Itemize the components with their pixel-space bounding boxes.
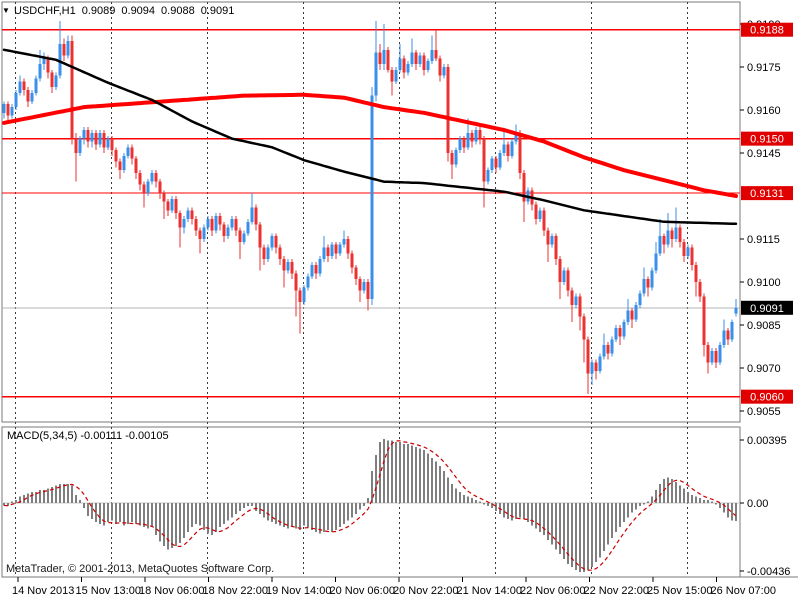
price-tick-label: 0.9055 (747, 406, 781, 418)
level-price-badge-label: 0.9060 (750, 392, 784, 404)
level-price-badge (741, 186, 793, 201)
price-tick-label: 0.9145 (747, 148, 781, 160)
price-tick-label: 0.9115 (747, 234, 780, 246)
indicator-signal-value: -0.00105 (125, 430, 169, 442)
indicator-value: -0.00111 (80, 430, 123, 442)
time-tick-label: 22 Nov 22:00 (584, 585, 649, 597)
macd-signal-line (3, 440, 737, 571)
time-tick-label: 18 Nov 06:00 (139, 585, 204, 597)
macd-tick-label: 0.00 (747, 498, 768, 510)
price-tick-label: 0.9175 (747, 62, 781, 74)
level-price-badge-label: 0.9150 (750, 134, 784, 146)
price-tick-label: 0.9070 (747, 363, 781, 375)
chart-menu-icon[interactable]: ▼ (2, 6, 10, 15)
copyright-text: MetaTrader, © 2001-2013, MetaQuotes Soft… (6, 563, 275, 575)
chart-panels (1, 1, 798, 578)
black-sma-line (2, 48, 738, 226)
level-price-badge (741, 389, 793, 404)
red-lwma-line (2, 92, 738, 198)
level-price-badge (741, 22, 793, 37)
current-price-badge-label: 0.9091 (750, 303, 784, 315)
price-tick-label: 0.9085 (747, 320, 781, 332)
level-price-badge (741, 131, 793, 146)
high-value: 0.9094 (121, 5, 156, 17)
price-axis[interactable]: 0.91900.91750.91600.91450.91150.91000.90… (740, 19, 793, 418)
candlesticks (2, 21, 738, 394)
time-tick-label: 18 Nov 22:00 (203, 585, 268, 597)
time-tick-label: 20 Nov 22:00 (393, 585, 458, 597)
macd-axis[interactable]: 0.00395 0.00 -0.00436 (740, 435, 790, 578)
current-price-badge (741, 300, 793, 315)
time-tick-label: 15 Nov 13:00 (76, 585, 141, 597)
time-tick-label: 26 Nov 07:00 (711, 585, 776, 597)
macd-tick-label: -0.00436 (747, 566, 790, 578)
time-tick-label: 22 Nov 06:00 (520, 585, 585, 597)
level-price-badge-label: 0.9188 (750, 25, 784, 37)
moving-averages (2, 48, 738, 226)
symbol-period-label: USDCHF,H1 (14, 5, 76, 17)
low-value: 0.9088 (161, 5, 195, 17)
open-value: 0.9089 (81, 5, 116, 17)
time-tick-label: 19 Nov 14:00 (266, 585, 331, 597)
time-tick-label: 21 Nov 14:00 (457, 585, 522, 597)
level-price-badge-label: 0.9131 (750, 188, 784, 200)
time-tick-label: 25 Nov 15:00 (647, 585, 712, 597)
price-tick-label: 0.9100 (747, 277, 781, 289)
macd-indicator (2, 439, 740, 572)
close-value: 0.9091 (200, 5, 235, 17)
chart-title: USDCHF,H1 0.9089 0.9094 0.9088 0.9091 (14, 5, 240, 17)
time-tick-label: 20 Nov 06:00 (330, 585, 395, 597)
time-tick-label: 14 Nov 2013 (12, 585, 74, 597)
indicator-title: MACD(5,34,5) -0.00111 -0.00105 (7, 430, 169, 442)
macd-tick-label: 0.00395 (747, 435, 787, 447)
price-tick-label: 0.9160 (747, 105, 781, 117)
indicator-name-label: MACD(5,34,5) (7, 430, 78, 442)
